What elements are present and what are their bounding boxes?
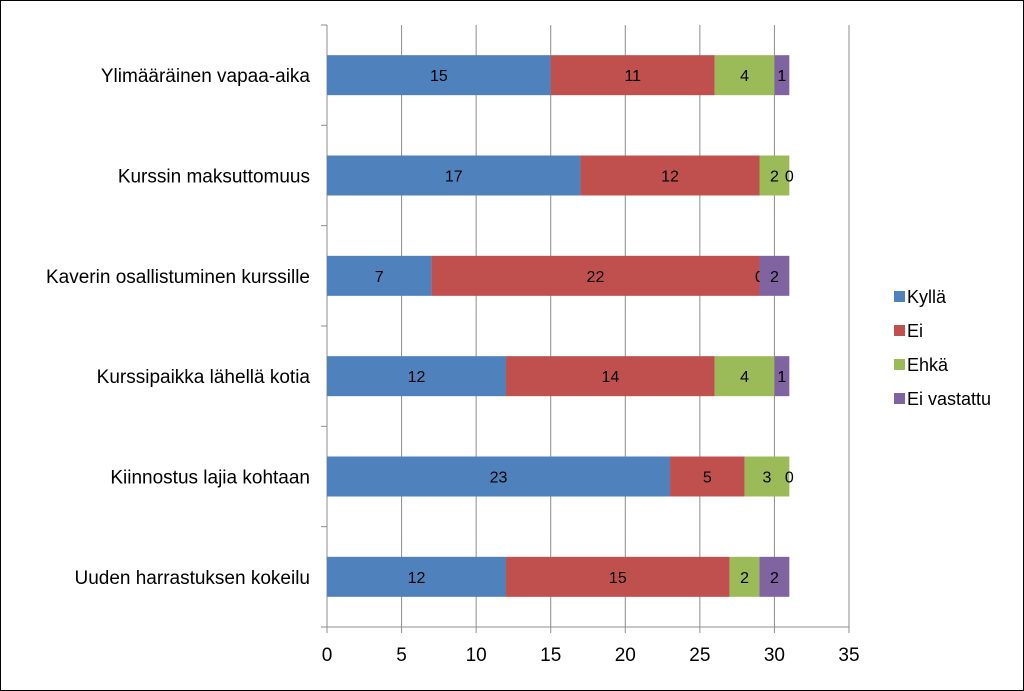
category-label: Kiinnostus lajia kohtaan bbox=[110, 468, 310, 489]
category-label: Kurssipaikka lähellä kotia bbox=[97, 367, 311, 388]
x-tick-label: 25 bbox=[689, 645, 710, 666]
data-label: 3 bbox=[763, 470, 772, 487]
x-tick-label: 0 bbox=[322, 645, 333, 666]
bar-segment bbox=[505, 556, 730, 597]
data-label: 0 bbox=[785, 470, 794, 487]
bar-segment bbox=[327, 556, 506, 597]
bar-segment bbox=[744, 456, 790, 497]
x-tick-label: 10 bbox=[466, 645, 487, 666]
x-tick-label: 15 bbox=[540, 645, 561, 666]
bar-segment bbox=[580, 155, 760, 196]
data-label: 17 bbox=[445, 169, 463, 186]
bar-segment bbox=[714, 356, 775, 397]
bar-segment bbox=[327, 255, 432, 296]
data-label: 0 bbox=[785, 169, 794, 186]
legend-label: Kyllä bbox=[907, 287, 947, 307]
legend-label: Ei bbox=[907, 321, 923, 341]
x-tick-label: 20 bbox=[615, 645, 636, 666]
category-label: Ylimääräinen vapaa-aika bbox=[101, 66, 311, 87]
bar-segment bbox=[327, 456, 671, 497]
data-label: 2 bbox=[740, 570, 749, 587]
data-label: 23 bbox=[490, 470, 508, 487]
data-label: 2 bbox=[770, 570, 779, 587]
bar-segment bbox=[327, 356, 506, 397]
category-label: Kaverin osallistuminen kurssille bbox=[46, 267, 310, 288]
bar-segment bbox=[774, 55, 790, 96]
data-label: 12 bbox=[408, 570, 426, 587]
legend-swatch bbox=[894, 291, 905, 302]
data-label: 14 bbox=[601, 369, 619, 386]
data-label: 11 bbox=[624, 68, 641, 85]
bar-segment bbox=[714, 55, 775, 96]
bar-segment bbox=[759, 255, 790, 296]
category-label: Uuden harrastuksen kokeilu bbox=[74, 568, 310, 589]
x-tick-label: 35 bbox=[838, 645, 859, 666]
category-label: Kurssin maksuttomuus bbox=[118, 167, 310, 188]
data-label: 12 bbox=[408, 369, 426, 386]
bar-segment bbox=[550, 55, 715, 96]
data-label: 7 bbox=[375, 269, 384, 286]
bar-segment bbox=[505, 356, 715, 397]
legend-swatch bbox=[894, 359, 905, 370]
data-label: 1 bbox=[777, 68, 786, 85]
data-label: 5 bbox=[703, 470, 712, 487]
bar-segment bbox=[729, 556, 760, 597]
data-label: 2 bbox=[770, 169, 779, 186]
legend-label: Ei vastattu bbox=[907, 389, 991, 409]
data-label: 2 bbox=[770, 269, 779, 286]
x-tick-label: 30 bbox=[764, 645, 785, 666]
bar-segment bbox=[774, 356, 790, 397]
data-label: 4 bbox=[740, 369, 749, 386]
data-label: 12 bbox=[661, 169, 679, 186]
bar-segment bbox=[327, 155, 581, 196]
bar-segment bbox=[327, 55, 551, 96]
legend-label: Ehkä bbox=[907, 355, 949, 375]
data-label: 22 bbox=[587, 269, 605, 286]
legend-swatch bbox=[894, 393, 905, 404]
bar-segment bbox=[759, 155, 790, 196]
data-label: 4 bbox=[740, 68, 749, 85]
bar-segment bbox=[670, 456, 745, 497]
legend-swatch bbox=[894, 325, 905, 336]
x-tick-label: 5 bbox=[396, 645, 407, 666]
data-label: 15 bbox=[609, 570, 627, 587]
bar-segment bbox=[759, 556, 790, 597]
data-label: 1 bbox=[777, 369, 786, 386]
data-label: 15 bbox=[430, 68, 448, 85]
bar-segment bbox=[431, 255, 760, 296]
